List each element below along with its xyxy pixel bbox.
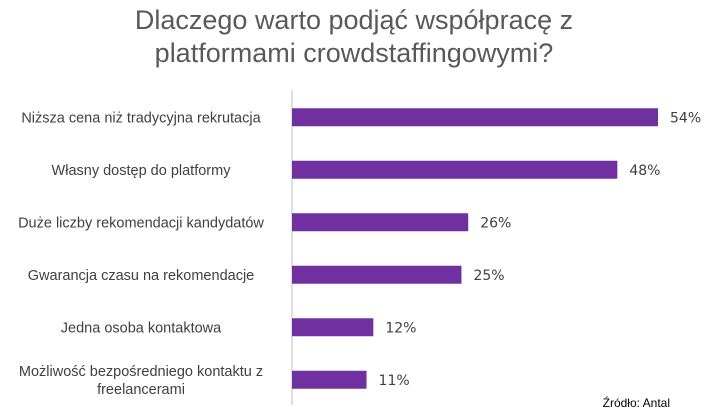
category-label-3: Duże liczby rekomendacji kandydatów — [18, 215, 264, 231]
bar-3 — [292, 213, 469, 232]
value-label-6: 11% — [379, 373, 410, 389]
bar-5 — [292, 318, 374, 337]
category-label-4: Gwarancja czasu na rekomendacje — [28, 268, 254, 284]
value-label-5: 12% — [385, 320, 416, 336]
bar-2 — [292, 160, 618, 179]
bar-1 — [292, 108, 658, 127]
category-label-2: Własny dostęp do platformy — [52, 163, 232, 179]
chart-title: Dlaczego warto podjąć współpracę z platf… — [0, 4, 708, 70]
bars-layer: 54% Niższa cena niż tradycyjna rekrutacja… — [18, 108, 701, 398]
category-label-5: Jedna osoba kontaktowa — [61, 320, 222, 336]
category-label-6: Możliwość bezpośredniego kontaktu z freel… — [19, 364, 263, 398]
value-label-2: 48% — [629, 163, 660, 179]
value-label-4: 25% — [473, 268, 504, 284]
category-label-1: Niższa cena niż tradycyjna rekrutacja — [21, 110, 261, 126]
chart-title-line-1: Dlaczego warto podjąć współpracę z — [134, 5, 574, 35]
value-label-1: 54% — [670, 110, 701, 126]
bar-6 — [292, 370, 367, 389]
chart-title-line-2: platformami crowdstaffingowymi? — [154, 38, 554, 68]
source-note: Źródło: Antal — [602, 396, 670, 410]
value-label-3: 26% — [480, 215, 511, 231]
bar-4 — [292, 265, 462, 284]
